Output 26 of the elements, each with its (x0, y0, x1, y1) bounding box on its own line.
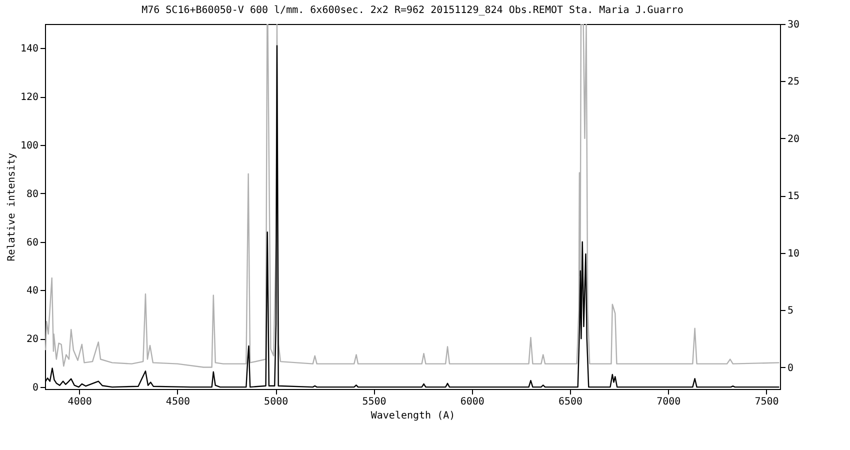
y-tick-label: 100 (20, 140, 38, 152)
y2-tick-label: 10 (788, 248, 800, 260)
y-tick-label: 120 (20, 92, 38, 104)
y-tick-label: 20 (26, 334, 38, 346)
x-tick-label: 7500 (754, 396, 779, 408)
y-tick-label: 40 (26, 286, 38, 297)
chart-title: M76 SC16+B60050-V 600 l/mm. 6x600sec. 2x2 R=962 20151129_824 Obs.REMOT Sta. Maria J.Guarro (142, 5, 684, 16)
x-tick-label: 7000 (656, 396, 681, 408)
x-axis-title: Wavelength (A) (370, 410, 456, 422)
y2-tick-label: 25 (788, 76, 800, 88)
x-tick-label: 5000 (264, 396, 288, 408)
y2-tick-label: 15 (788, 191, 800, 202)
y-tick-label: 60 (26, 237, 38, 248)
y2-tick-label: 30 (788, 20, 800, 30)
x-tick-label: 6500 (558, 396, 583, 408)
x-tick-label: 6000 (460, 396, 484, 408)
y-tick-label: 0 (32, 382, 38, 394)
y2-tick-label: 20 (788, 134, 800, 145)
x-tick-label: 4000 (68, 396, 92, 408)
y-tick-label: 140 (20, 44, 38, 55)
y2-tick-label: 5 (788, 306, 794, 317)
y-tick-label: 80 (26, 188, 38, 200)
x-tick-label: 5500 (362, 396, 386, 408)
x-tick-label: 4500 (166, 396, 190, 408)
y-axis-title: Relative intensity (6, 152, 18, 262)
y2-tick-label: 0 (788, 362, 794, 374)
